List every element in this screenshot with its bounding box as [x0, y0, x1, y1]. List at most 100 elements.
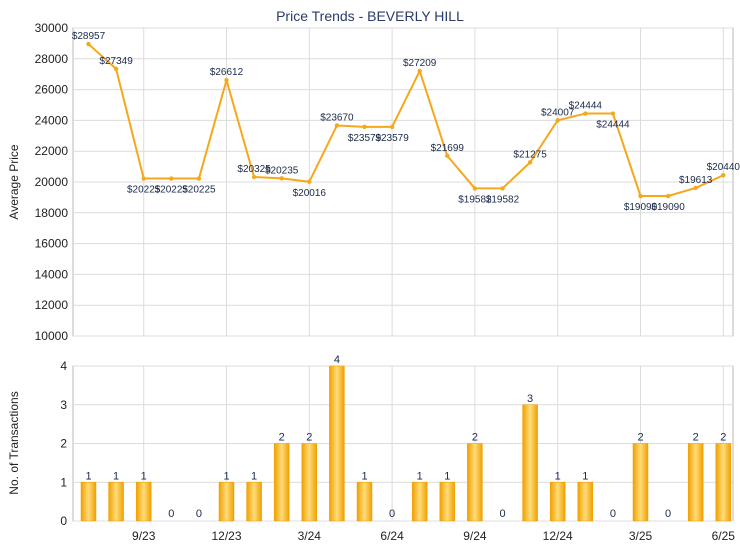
data-point-label: $20225 — [127, 185, 161, 196]
line-y-tick-label: 10000 — [35, 329, 69, 343]
data-point — [141, 176, 146, 181]
data-point-label: $24007 — [541, 107, 575, 118]
line-y-tick-label: 18000 — [35, 206, 69, 220]
bar — [273, 443, 290, 522]
bar — [356, 482, 373, 522]
line-y-tick-label: 12000 — [35, 298, 69, 312]
x-tick-label: 3/25 — [629, 529, 653, 543]
bar-value-label: 1 — [113, 470, 119, 482]
data-point — [583, 111, 588, 116]
bar-value-label: 1 — [141, 470, 147, 482]
line-y-tick-label: 16000 — [35, 237, 69, 251]
bar-value-label: 0 — [665, 508, 671, 520]
bar-value-label: 2 — [472, 432, 478, 444]
data-point-label: $20016 — [293, 188, 327, 199]
bar-value-label: 0 — [168, 508, 174, 520]
bar-value-label: 0 — [610, 508, 616, 520]
bar — [549, 482, 566, 522]
data-point — [555, 118, 560, 123]
bar-value-label: 2 — [693, 432, 699, 444]
bar-value-label: 1 — [555, 470, 561, 482]
data-point — [500, 186, 505, 191]
x-tick-label: 9/24 — [463, 529, 487, 543]
bar-value-label: 3 — [527, 393, 533, 405]
data-point — [307, 179, 312, 184]
x-tick-label: 3/24 — [298, 529, 322, 543]
bar-value-label: 0 — [389, 508, 395, 520]
data-point-label: $19582 — [486, 194, 520, 205]
x-tick-label: 6/24 — [380, 529, 404, 543]
line-y-tick-label: 26000 — [35, 83, 69, 97]
data-point-label: $23670 — [320, 112, 354, 123]
bar — [329, 365, 345, 522]
bar-value-label: 1 — [85, 470, 91, 482]
data-point — [169, 176, 174, 181]
data-point-label: $27209 — [403, 58, 437, 69]
bar — [246, 482, 262, 522]
data-point-label: $20225 — [182, 185, 216, 196]
bar-value-label: 4 — [334, 354, 340, 366]
data-point — [472, 186, 478, 191]
bar-value-label: 1 — [417, 470, 423, 482]
data-point-label: $20325 — [237, 164, 271, 175]
data-point — [417, 68, 422, 74]
data-point — [279, 176, 284, 181]
data-point-label: $21699 — [431, 143, 465, 154]
line-y-axis-label: Average Price — [7, 144, 21, 219]
data-point-label: $19613 — [679, 175, 713, 186]
bar-value-label: 1 — [361, 470, 367, 482]
data-point-label: $19090 — [651, 202, 685, 213]
data-point — [251, 174, 257, 180]
data-point-label: $26612 — [210, 67, 244, 78]
bar-y-tick-label: 1 — [60, 475, 67, 489]
bar — [467, 443, 483, 522]
x-tick-label: 9/23 — [132, 529, 156, 543]
bar — [135, 482, 152, 522]
bar-y-axis-label: No. of Transactions — [7, 391, 21, 494]
data-point — [113, 66, 119, 72]
data-point-label: $24444 — [596, 120, 630, 131]
bar-y-tick-label: 4 — [60, 359, 67, 373]
data-point-label: $21275 — [513, 149, 547, 160]
data-point-label: $24444 — [569, 101, 603, 112]
bar-y-tick-label: 2 — [60, 437, 67, 451]
chart-title: Price Trends - BEVERLY HILL — [276, 8, 464, 24]
x-tick-label: 6/25 — [712, 529, 736, 543]
data-point-label: $20235 — [265, 165, 299, 176]
data-point — [610, 111, 616, 116]
bar — [108, 482, 124, 522]
data-point-label: $19582 — [458, 194, 492, 205]
line-y-tick-label: 20000 — [35, 175, 69, 189]
data-point — [445, 153, 450, 159]
data-point — [527, 160, 533, 165]
line-y-tick-label: 30000 — [35, 21, 69, 35]
bar-value-label: 1 — [444, 470, 450, 482]
bar — [715, 443, 732, 522]
data-point — [362, 124, 367, 130]
bar-value-label: 0 — [499, 508, 505, 520]
bar-y-tick-label: 3 — [60, 398, 67, 412]
data-point-label: $20225 — [155, 185, 189, 196]
bar-value-label: 2 — [637, 432, 643, 444]
data-point — [334, 123, 340, 128]
data-point-label: $23579 — [348, 133, 382, 144]
data-point — [693, 185, 698, 191]
data-point-label: $27349 — [99, 56, 133, 67]
bar-value-label: 0 — [196, 508, 202, 520]
bar-value-label: 1 — [223, 470, 229, 482]
data-point-label: $23579 — [375, 133, 409, 144]
data-point-label: $28957 — [72, 31, 106, 42]
bar — [632, 443, 649, 522]
data-point — [224, 77, 229, 83]
bar-value-label: 1 — [582, 470, 588, 482]
bar — [411, 482, 428, 522]
bar-value-label: 2 — [720, 432, 726, 444]
bar — [522, 404, 538, 522]
line-y-tick-label: 14000 — [35, 267, 69, 281]
x-tick-label: 12/24 — [543, 529, 573, 543]
data-point — [196, 176, 202, 181]
line-y-tick-label: 24000 — [35, 113, 69, 127]
bar — [687, 443, 704, 522]
bar-value-label: 2 — [279, 432, 285, 444]
data-point-label: $19090 — [624, 202, 658, 213]
